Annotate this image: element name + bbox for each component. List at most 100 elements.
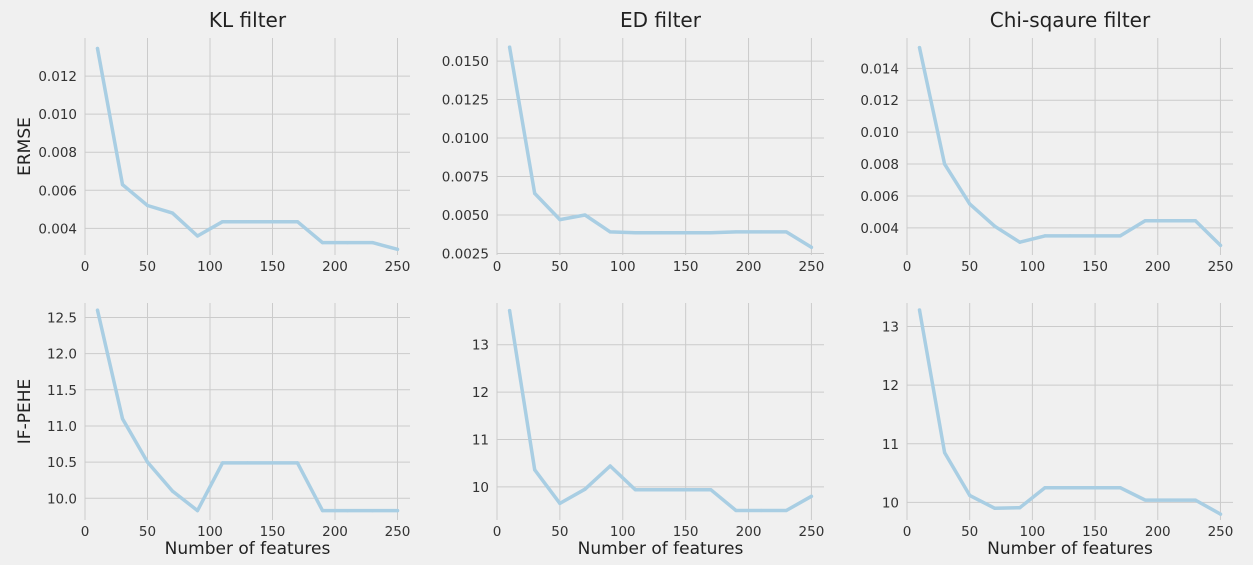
x-tick-label: 250 <box>1208 259 1234 275</box>
x-axis-label: Number of features <box>578 539 744 559</box>
y-tick-label: 10 <box>882 495 899 511</box>
x-tick-label: 50 <box>961 259 978 275</box>
x-tick-label: 250 <box>385 524 411 540</box>
data-point <box>170 211 175 215</box>
data-point <box>784 230 788 234</box>
x-tick-label: 150 <box>260 524 286 540</box>
x-tick-label: 50 <box>551 259 568 275</box>
x-tick-label: 50 <box>961 524 978 540</box>
data-point <box>1168 219 1172 223</box>
y-tick-label: 0.014 <box>860 61 899 77</box>
data-point <box>1068 234 1072 238</box>
y-tick-label: 12 <box>472 385 489 401</box>
x-tick-label: 250 <box>799 259 825 275</box>
data-point <box>395 508 400 513</box>
data-point <box>993 224 997 228</box>
data-point <box>1043 486 1047 490</box>
data-point <box>1193 498 1197 502</box>
data-point <box>1168 498 1172 502</box>
subplot-title: Chi-sqaure filter <box>990 8 1151 32</box>
data-point <box>759 230 763 234</box>
x-tick-label: 0 <box>81 524 90 540</box>
y-tick-label: 0.006 <box>38 183 77 199</box>
data-point <box>320 241 325 245</box>
x-axis-label: Number of features <box>987 539 1153 559</box>
data-point <box>1118 234 1122 238</box>
x-tick-label: 100 <box>610 259 636 275</box>
data-point <box>1093 234 1097 238</box>
data-point <box>145 203 150 208</box>
subplot-3: 0 50 100 150 200 250 0.004 0.006 0.008 0.010 0.012… <box>860 8 1233 275</box>
x-axis-label: Number of features <box>165 539 331 559</box>
y-tick-label: 11 <box>472 432 489 448</box>
y-tick-label: 10.5 <box>47 455 77 471</box>
data-point <box>220 220 225 224</box>
x-tick-label: 200 <box>1145 259 1171 275</box>
data-point <box>170 489 175 493</box>
data-point <box>633 488 637 492</box>
y-tick-label: 0.010 <box>38 107 77 123</box>
data-point <box>95 308 100 312</box>
data-point <box>370 508 375 513</box>
x-tick-label: 0 <box>903 524 912 540</box>
data-point <box>558 218 562 222</box>
y-tick-label: 0.012 <box>860 93 899 109</box>
data-point <box>709 488 713 492</box>
subplot-2: 0 50 100 150 200 250 0.0025 0.0050 0.0075 0.0100 0… <box>442 8 825 275</box>
x-tick-label: 0 <box>493 259 502 275</box>
subplot-title: ED filter <box>620 8 702 32</box>
x-tick-label: 50 <box>139 259 156 275</box>
y-tick-label: 12 <box>882 378 899 394</box>
data-point <box>120 417 125 421</box>
data-point <box>195 234 200 238</box>
x-tick-label: 0 <box>903 259 912 275</box>
data-point <box>1193 219 1197 223</box>
data-point <box>943 450 947 455</box>
x-tick-label: 200 <box>1145 524 1171 540</box>
subplot-5: 0 50 100 150 200 250 10 11 12 13 Number of feature… <box>472 303 825 559</box>
data-point <box>295 220 300 224</box>
data-point <box>270 461 275 465</box>
y-tick-label: 0.0025 <box>442 246 489 262</box>
y-tick-label: 0.012 <box>38 69 77 85</box>
y-axis-label: ERMSE <box>15 117 35 176</box>
x-tick-label: 150 <box>1082 524 1108 540</box>
x-tick-label: 150 <box>673 259 699 275</box>
x-tick-label: 150 <box>1082 259 1108 275</box>
data-point <box>709 231 713 235</box>
y-tick-label: 0.008 <box>38 145 77 161</box>
data-point <box>345 241 350 245</box>
data-point <box>245 220 250 224</box>
y-tick-label: 11 <box>882 437 899 453</box>
data-point <box>759 508 763 513</box>
y-tick-label: 10.0 <box>47 491 77 507</box>
data-point <box>809 494 814 498</box>
data-point <box>195 508 200 513</box>
data-point <box>658 488 663 492</box>
data-point <box>395 247 400 251</box>
x-tick-label: 200 <box>736 524 762 540</box>
data-point <box>370 241 375 245</box>
x-tick-label: 250 <box>799 524 825 540</box>
data-point <box>943 162 947 166</box>
data-point <box>734 230 738 234</box>
y-tick-label: 0.0150 <box>442 54 489 70</box>
y-tick-label: 10 <box>472 480 489 496</box>
data-point <box>1093 486 1097 490</box>
data-point <box>583 487 587 491</box>
data-point <box>507 45 512 49</box>
y-tick-label: 11.0 <box>47 419 77 435</box>
data-point <box>345 508 350 513</box>
y-tick-label: 0.006 <box>860 189 899 205</box>
data-point <box>533 191 537 196</box>
data-point <box>917 45 922 50</box>
data-point <box>245 461 250 465</box>
x-tick-label: 100 <box>1019 524 1045 540</box>
data-point <box>507 308 512 313</box>
data-point <box>270 220 275 224</box>
x-tick-label: 200 <box>322 524 348 540</box>
x-tick-label: 250 <box>385 259 411 275</box>
x-tick-label: 150 <box>260 259 286 275</box>
